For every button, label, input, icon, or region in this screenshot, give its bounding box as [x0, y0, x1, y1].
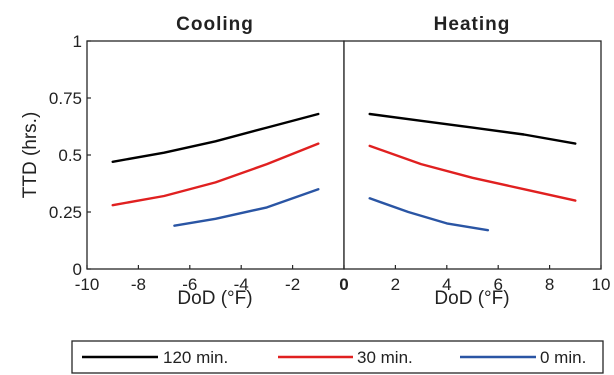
cooling-y-tick-label: 0.25: [49, 203, 82, 222]
cooling-y-tick-label: 1: [73, 32, 82, 51]
cooling-y-tick-label: 0.75: [49, 89, 82, 108]
legend-label-0-min: 0 min.: [540, 348, 586, 367]
heating-x-tick-label: 0: [339, 275, 348, 294]
series-layer: [111, 112, 577, 232]
legend-label-30-min: 30 min.: [357, 348, 413, 367]
legend: 120 min. 30 min. 0 min.: [71, 340, 604, 374]
cooling-x-tick-label: -2: [285, 275, 300, 294]
cooling-y-tick-label: 0.5: [58, 146, 82, 165]
heating-title: Heating: [434, 14, 511, 35]
cooling-series-0-min: [173, 187, 320, 227]
cooling-y-tick-label: 0: [73, 260, 82, 279]
heating-x-tick-label: 4: [442, 275, 451, 294]
y-axis-label: TTD (hrs.): [20, 112, 41, 199]
heating-x-tick-label: 8: [545, 275, 554, 294]
cooling-series-30-min: [111, 142, 320, 207]
heating-series-120-min: [368, 112, 577, 145]
cooling-x-axis-label: DoD (°F): [177, 288, 252, 309]
cooling-series-120-min: [111, 112, 320, 164]
cooling-title: Cooling: [176, 14, 254, 35]
heating-x-axis-label: DoD (°F): [434, 288, 509, 309]
cooling-x-tick-label: -8: [131, 275, 146, 294]
legend-label-120-min: 120 min.: [163, 348, 228, 367]
cooling-x-tick-label: -4: [234, 275, 249, 294]
heating-x-tick-label: 10: [592, 275, 611, 294]
heating-x-tick-label: 2: [391, 275, 400, 294]
heating-series-30-min: [368, 144, 577, 202]
cooling-x-tick-label: -6: [182, 275, 197, 294]
heating-series-0-min: [368, 197, 490, 232]
heating-plot-area: [343, 40, 602, 270]
cooling-x-tick-label: -10: [75, 275, 100, 294]
cooling-plot-area: [86, 40, 345, 270]
heating-x-tick-label: 6: [493, 275, 502, 294]
